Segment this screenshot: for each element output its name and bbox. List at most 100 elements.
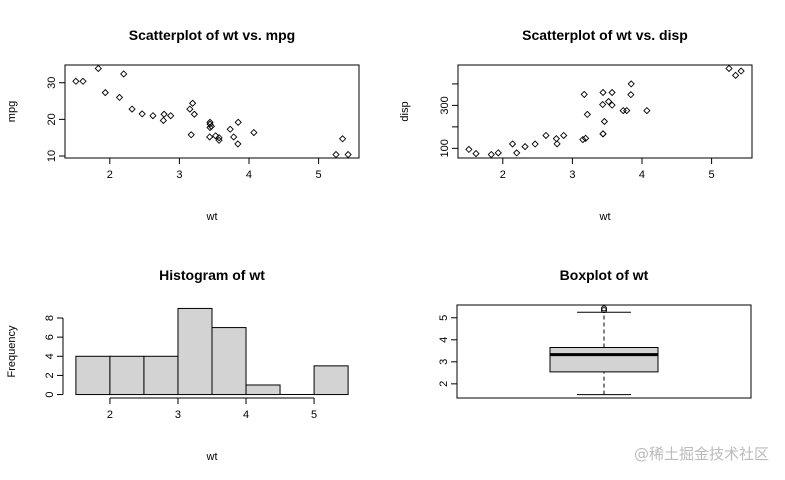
x-axis-label: wt: [599, 211, 611, 223]
data-point: [643, 106, 651, 115]
histogram-bar: [313, 365, 349, 396]
histogram-bar: [211, 327, 247, 396]
data-point: [608, 101, 616, 109]
y-tick-label: 300: [439, 96, 451, 114]
chart-title: Scatterplot of wt vs. mpg: [129, 27, 295, 43]
x-tick-label: 3: [569, 169, 575, 181]
histogram-bar: [245, 384, 281, 396]
y-tick-label: 2: [438, 381, 450, 387]
y-tick-label: 5: [438, 315, 450, 321]
x-tick-label: 2: [107, 169, 113, 181]
histogram-bar: [75, 355, 111, 396]
x-tick-label: 4: [246, 169, 252, 181]
data-point: [159, 116, 168, 125]
data-point: [344, 150, 352, 159]
data-point: [226, 125, 234, 133]
histogram-bar: [177, 307, 213, 396]
plot-box: [457, 64, 753, 159]
data-point: [188, 99, 197, 107]
data-point: [250, 128, 258, 137]
y-tick-label: 0: [44, 391, 56, 397]
data-point: [211, 132, 220, 140]
y-tick-label: 6: [44, 334, 56, 340]
data-point: [115, 93, 124, 102]
histogram-bar: [109, 355, 145, 396]
data-point: [138, 110, 146, 118]
plot-box: [64, 64, 360, 159]
data-point: [230, 133, 238, 141]
data-point: [580, 90, 588, 99]
x-tick-label: 4: [243, 409, 249, 421]
y-tick-label: 4: [44, 353, 56, 359]
x-tick-label: 4: [639, 169, 645, 181]
data-point: [604, 97, 613, 106]
histogram-bar: [143, 355, 179, 396]
data-point: [731, 71, 740, 79]
data-point: [600, 117, 609, 126]
data-point: [190, 110, 198, 118]
x-tick-label: 3: [175, 409, 181, 421]
data-point: [552, 135, 561, 143]
data-point: [560, 131, 568, 140]
y-axis-label: disp: [399, 101, 411, 121]
box: [549, 347, 659, 373]
data-point: [187, 131, 195, 139]
data-point: [101, 88, 109, 97]
chart-title: Histogram of wt: [159, 267, 265, 283]
data-point: [206, 133, 214, 141]
data-point: [160, 110, 168, 118]
data-point: [234, 118, 242, 126]
data-point: [215, 134, 223, 142]
data-point: [332, 150, 340, 159]
x-tick-label: 2: [107, 409, 113, 421]
y-tick-label: 10: [46, 150, 58, 162]
data-point: [553, 140, 561, 148]
outlier-point: [601, 307, 607, 314]
data-point: [508, 140, 517, 148]
x-tick-label: 5: [709, 169, 715, 181]
data-point: [472, 149, 480, 158]
data-point: [94, 64, 102, 73]
data-point: [72, 77, 80, 85]
data-point: [120, 70, 128, 78]
data-point: [513, 149, 521, 157]
data-point: [623, 106, 631, 115]
data-point: [542, 131, 550, 140]
data-point: [627, 91, 635, 99]
data-point: [465, 145, 473, 154]
data-point: [494, 149, 502, 157]
data-point: [608, 88, 616, 97]
data-point: [725, 64, 733, 73]
x-tick-label: 5: [311, 409, 317, 421]
x-tick-label: 2: [500, 169, 506, 181]
data-point: [627, 80, 635, 88]
data-point: [487, 150, 495, 159]
y-tick-label: 30: [46, 77, 58, 89]
data-point: [79, 77, 87, 85]
x-tick-label: 5: [316, 169, 322, 181]
outlier-point: [601, 305, 607, 312]
y-axis-label: mpg: [6, 101, 18, 122]
x-axis-label: wt: [206, 211, 218, 223]
x-axis-label: wt: [206, 451, 218, 463]
data-point: [599, 88, 607, 97]
x-tick-label: 3: [176, 169, 182, 181]
y-axis-label: Frequency: [6, 325, 18, 377]
y-tick-label: 2: [44, 372, 56, 378]
data-point: [167, 112, 175, 120]
chart-title: Boxplot of wt: [560, 267, 649, 283]
data-point: [206, 123, 214, 132]
watermark: @稀土掘金技术社区: [633, 445, 769, 463]
data-point: [599, 130, 607, 138]
data-point: [149, 112, 157, 120]
chart-title: Scatterplot of wt vs. disp: [522, 27, 688, 43]
data-point: [583, 110, 591, 119]
data-point: [599, 100, 607, 109]
data-point: [128, 105, 136, 113]
y-tick-label: 100: [439, 139, 451, 157]
data-point: [599, 130, 607, 138]
data-point: [531, 140, 539, 148]
data-point: [234, 140, 242, 148]
